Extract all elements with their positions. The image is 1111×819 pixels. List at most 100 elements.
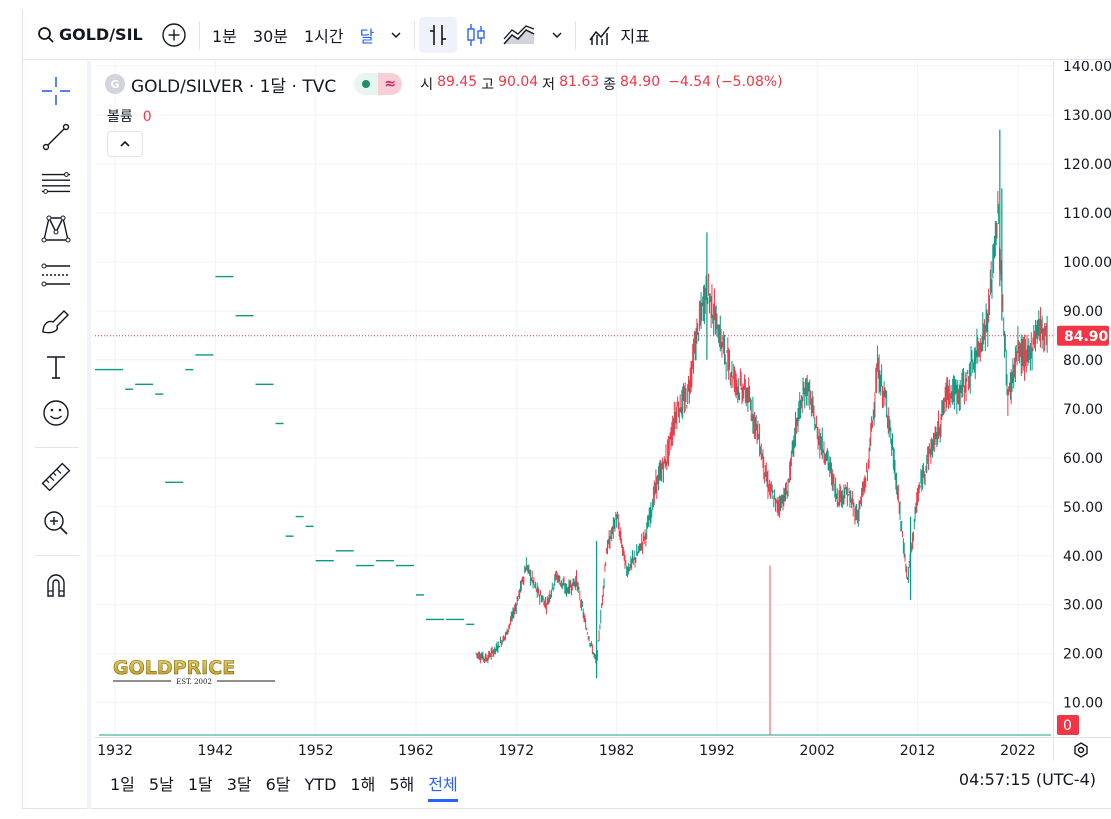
- forecast-tool[interactable]: [40, 259, 72, 291]
- fib-tool[interactable]: [40, 167, 72, 199]
- market-open-icon: [354, 73, 379, 95]
- range-button[interactable]: 6달: [265, 775, 291, 794]
- time-tick-label: 1952: [298, 743, 334, 759]
- price-tick-label: 110.00: [1063, 206, 1111, 222]
- candles-style-button[interactable]: [457, 17, 495, 53]
- price-tick-label: 50.00: [1063, 500, 1103, 516]
- bottom-toolbar: 1일 5날 1달 3달 6달 YTD 1해 5해 전체 04:57:15 (UTC-4): [95, 762, 1111, 808]
- range-button[interactable]: 1달: [187, 775, 213, 794]
- settings-gear-icon[interactable]: [1074, 742, 1088, 758]
- time-tick-label: 2012: [900, 743, 936, 759]
- series-legend: G GOLD/SILVER · 1달 · TVC ≈ 시 89.45 고 90.04…: [105, 73, 783, 97]
- bar-style-button[interactable]: [419, 16, 458, 53]
- magnet-icon: [47, 574, 65, 597]
- time-tick-label: 2022: [1000, 743, 1036, 759]
- trend-line-tool[interactable]: [40, 121, 72, 153]
- area-style-button[interactable]: [495, 17, 543, 53]
- indicators-label: 지표: [620, 26, 650, 46]
- open-label: 시: [420, 77, 434, 93]
- zoom-in-icon: [44, 511, 68, 535]
- text-tool[interactable]: [40, 351, 72, 383]
- range-button[interactable]: 3달: [226, 775, 252, 794]
- market-status[interactable]: ≈: [354, 73, 403, 95]
- grid: [95, 61, 1053, 737]
- open-value: 89.45: [437, 74, 478, 90]
- low-value: 81.63: [559, 74, 600, 90]
- range-selector: 1일 5날 1달 3달 6달 YTD 1해 5해 전체: [103, 770, 465, 802]
- ohlc-values: 시 89.45 고 90.04 저 81.63 종 84.90 −4.54 (−5.08…: [420, 74, 782, 94]
- gear-shape: [1074, 742, 1088, 758]
- crosshair-tool[interactable]: [40, 75, 72, 107]
- pattern-tool[interactable]: [40, 213, 72, 245]
- interval-1m[interactable]: 1분: [212, 26, 237, 46]
- price-tick-label: 120.00: [1063, 157, 1111, 173]
- volume-label: 볼륨: [107, 109, 133, 125]
- chevron-up-icon: [120, 140, 130, 147]
- high-value: 90.04: [498, 74, 539, 90]
- search-icon: [38, 26, 54, 43]
- last-volume-label: 0: [1063, 718, 1072, 734]
- time-tick-label: 1932: [97, 743, 133, 759]
- range-button[interactable]: YTD: [304, 775, 337, 794]
- symbol-logo: G: [105, 74, 125, 94]
- chevron-down-icon: [552, 31, 562, 38]
- price-tick-label: 60.00: [1063, 451, 1103, 467]
- volume-value: 0: [142, 109, 152, 125]
- area-chart-icon: [503, 24, 535, 44]
- chevron-down-icon: [391, 31, 401, 38]
- price-chart[interactable]: 140.00 130.00 120.00 110.00 100.00 90.00 80.00…: [95, 61, 1111, 761]
- goldprice-logo-image: GOLDPRICE EST. 2002: [113, 657, 275, 686]
- ruler-icon: [41, 462, 71, 492]
- svg-text:GOLDPRICE: GOLDPRICE: [113, 657, 235, 679]
- trend-line-icon: [42, 123, 70, 151]
- price-tick-label: 20.00: [1063, 647, 1103, 663]
- price-tick-label: 90.00: [1063, 304, 1103, 320]
- xabcd-pattern-icon: [41, 215, 71, 243]
- candles-icon: [467, 23, 486, 46]
- chart-type-dropdown-button[interactable]: [543, 17, 571, 53]
- compare-symbol-button[interactable]: [153, 17, 195, 53]
- symbol-search[interactable]: GOLD/SIL: [23, 17, 153, 53]
- price-tick-label: 100.00: [1063, 255, 1111, 271]
- indicators-icon: [589, 26, 610, 45]
- close-label: 종: [603, 77, 617, 93]
- interval-selected[interactable]: 달: [359, 26, 375, 46]
- range-button[interactable]: 1해: [350, 775, 376, 794]
- delayed-data-icon: ≈: [378, 73, 403, 95]
- toolbar-divider: [199, 20, 200, 49]
- interval-1h[interactable]: 1시간: [304, 26, 344, 46]
- interval-dropdown-button[interactable]: [382, 17, 410, 53]
- time-tick-label: 1962: [398, 743, 434, 759]
- range-button[interactable]: 5해: [389, 775, 415, 794]
- ruler-tool[interactable]: [40, 461, 72, 493]
- range-button[interactable]: 전체: [421, 770, 464, 802]
- chart-pane[interactable]: 140.00 130.00 120.00 110.00 100.00 90.00 80.00…: [95, 61, 1111, 761]
- indicators-button[interactable]: 지표: [580, 17, 657, 53]
- emoji-tool[interactable]: [40, 397, 72, 429]
- time-tick-label: 1972: [498, 743, 534, 759]
- last-price-tag: [1057, 325, 1109, 346]
- toolbar-divider: [35, 555, 79, 556]
- fib-retracement-icon: [41, 172, 71, 194]
- price-tick-label: 30.00: [1063, 598, 1103, 614]
- clock[interactable]: 04:57:15 (UTC-4): [958, 770, 1096, 789]
- last-price-label: 84.90: [1064, 329, 1109, 345]
- time-tick-label: 1992: [699, 743, 735, 759]
- close-value: 84.90: [620, 74, 661, 90]
- collapse-legend-button[interactable]: [107, 131, 143, 157]
- range-button[interactable]: 5날: [148, 775, 174, 794]
- symbol-name: GOLD/SIL: [59, 25, 143, 44]
- top-toolbar: GOLD/SIL 1분 30분 1시간 달 지표: [23, 10, 1111, 60]
- magnet-tool[interactable]: [40, 569, 72, 601]
- price-tick-label: 140.00: [1063, 61, 1111, 75]
- range-button[interactable]: 1일: [110, 775, 135, 794]
- emoji-icon: [43, 400, 69, 426]
- brush-tool[interactable]: [40, 305, 72, 337]
- interval-30m[interactable]: 30분: [252, 26, 288, 46]
- last-volume-tag: [1057, 715, 1079, 735]
- time-tick-label: 1982: [599, 743, 635, 759]
- bars-icon: [430, 24, 447, 45]
- zoom-tool[interactable]: [40, 507, 72, 539]
- text-icon: [47, 356, 65, 379]
- gear-center: [1077, 746, 1085, 754]
